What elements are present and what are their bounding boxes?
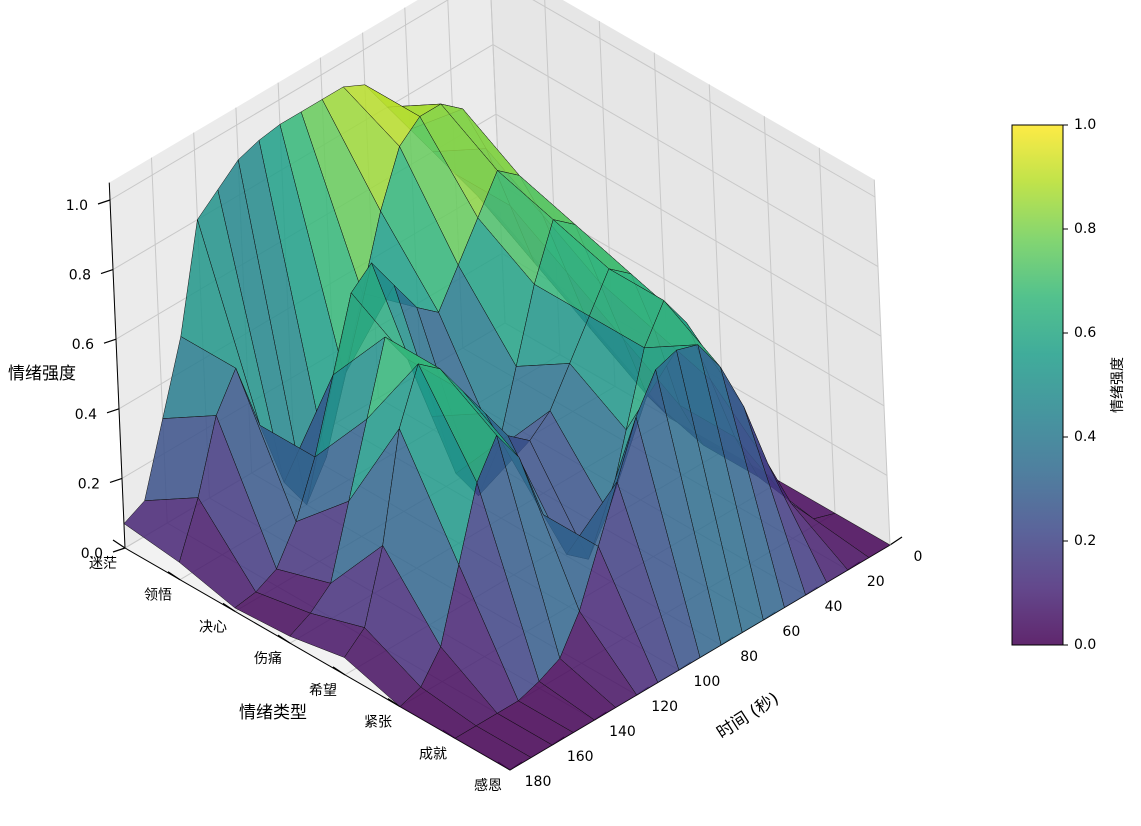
z-tick-label: 0.4 [75,407,97,423]
grid-line [495,113,882,337]
colorbar-tick-label: 0.8 [1074,221,1096,237]
z-tick [103,338,117,344]
z-tick-label: 0.8 [69,268,91,284]
y-tick-label: 紧张 [364,715,392,731]
y-tick-label: 感恩 [474,777,502,794]
colorbar [1011,124,1064,646]
y-tick-label: 迷茫 [89,556,117,572]
grid-line [873,179,891,546]
axis-line [108,182,126,549]
y-axis-title: 情绪类型 [239,703,307,723]
colorbar-tick-label: 0.4 [1074,429,1096,445]
surface-patch [454,725,532,771]
x-tick-label: 60 [782,624,800,640]
x-tick-label: 140 [609,724,636,740]
colorbar-tick-label: 1.0 [1074,117,1096,133]
grid-line [109,0,449,201]
x-tick-label: 0 [914,549,923,565]
z-tick [97,199,111,205]
pane [491,0,890,545]
colorbar-label: 情绪强度 [1110,357,1126,413]
y-tick-label: 领悟 [144,588,172,604]
x-tick-label: 120 [651,699,678,715]
grid-line [492,44,879,268]
x-tick-label: 40 [825,599,843,615]
y-tick-label: 希望 [309,683,337,699]
z-tick [112,547,126,553]
z-axis-title: 情绪强度 [8,364,76,384]
z-tick-label: 0.2 [78,476,100,492]
colorbar-tick-label: 0.6 [1074,325,1096,341]
grid-line [763,116,781,482]
x-tick-label: 20 [867,574,885,590]
z-tick-label: 0.0 [81,546,103,562]
x-tick-label: 80 [740,649,758,665]
z-tick [106,408,120,414]
z-tick-label: 1.0 [66,198,88,214]
x-tick-label: 160 [567,749,594,765]
x-tick [889,536,903,546]
z-tick [109,477,123,483]
colorbar-tick-label: 0.2 [1074,533,1096,549]
z-tick [100,269,114,275]
y-tick-label: 决心 [199,619,227,635]
z-tick-label: 0.6 [72,337,94,353]
x-tick-label: 100 [694,674,721,690]
y-tick-label: 伤痛 [254,650,282,667]
colorbar-tick-label: 0.0 [1074,637,1096,653]
y-tick-label: 成就 [419,746,447,762]
grid-line [818,147,836,514]
x-tick-label: 180 [525,774,552,790]
y-tick [112,539,126,549]
x-axis-title: 时间 (秒) [713,689,782,744]
grid-line [532,0,876,198]
